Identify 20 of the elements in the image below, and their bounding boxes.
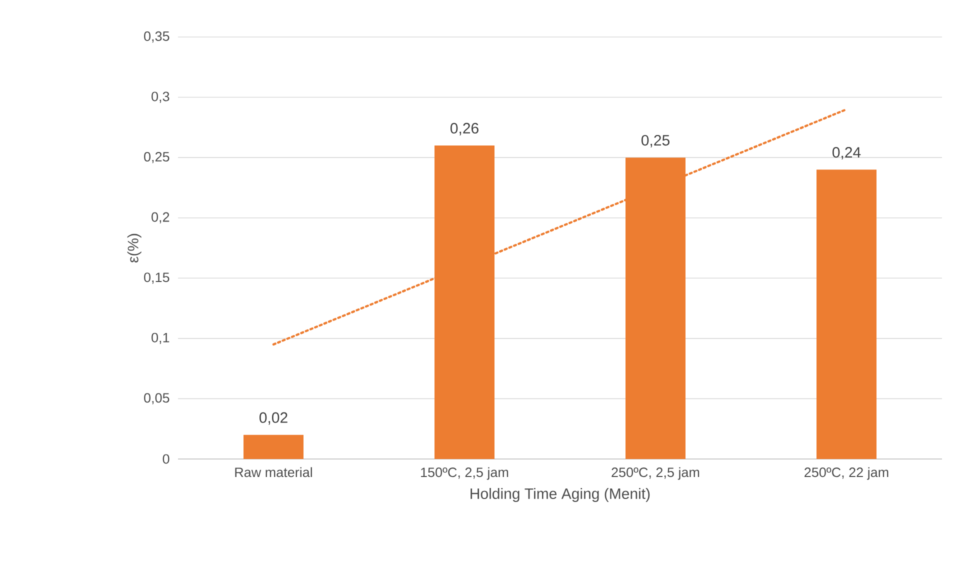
data-label: 0,25 xyxy=(642,134,670,148)
y-tick-label: 0,2 xyxy=(152,212,170,224)
x-tick-label: Raw material xyxy=(235,467,312,478)
x-tick-label: 250ºC, 2,5 jam xyxy=(612,467,700,480)
y-tick-label: 0,1 xyxy=(152,332,170,344)
bar xyxy=(816,170,877,459)
y-tick-label: 0 xyxy=(162,454,170,464)
y-tick-label: 0,3 xyxy=(152,92,170,103)
x-tick-label: 250ºC, 22 jam xyxy=(804,467,888,480)
y-tick-label: 0,05 xyxy=(144,393,170,404)
y-tick-label: 0,35 xyxy=(144,31,170,43)
y-tick-label: 0,25 xyxy=(144,152,170,164)
data-label: 0,26 xyxy=(450,122,478,136)
y-tick-label: 0,15 xyxy=(144,272,170,284)
data-label: 0,24 xyxy=(832,147,861,160)
x-tick-label: 150ºC, 2,5 jam xyxy=(421,467,508,480)
y-axis-title: ε(%) xyxy=(127,234,142,262)
data-label: 0,02 xyxy=(260,412,288,425)
bar xyxy=(244,434,304,459)
x-axis-title: Holding Time Aging (Menit) xyxy=(470,488,650,502)
